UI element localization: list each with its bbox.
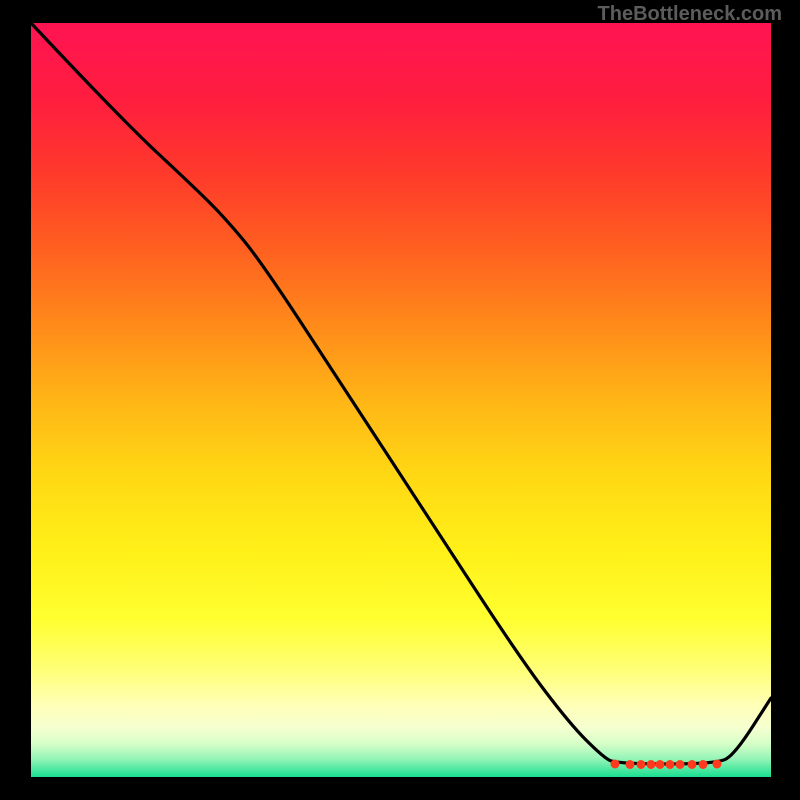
marker-dot xyxy=(647,761,655,769)
marker-dot xyxy=(611,760,619,768)
marker-dot xyxy=(656,761,664,769)
chart-container: TheBottleneck.com xyxy=(0,0,800,800)
marker-dot xyxy=(626,761,634,769)
marker-dot xyxy=(713,760,721,768)
attribution-text: TheBottleneck.com xyxy=(598,3,782,26)
marker-dot xyxy=(688,761,696,769)
marker-dot xyxy=(676,761,684,769)
marker-dot xyxy=(699,761,707,769)
marker-dot xyxy=(666,761,674,769)
bottleneck-chart xyxy=(0,0,800,800)
marker-dot xyxy=(637,761,645,769)
